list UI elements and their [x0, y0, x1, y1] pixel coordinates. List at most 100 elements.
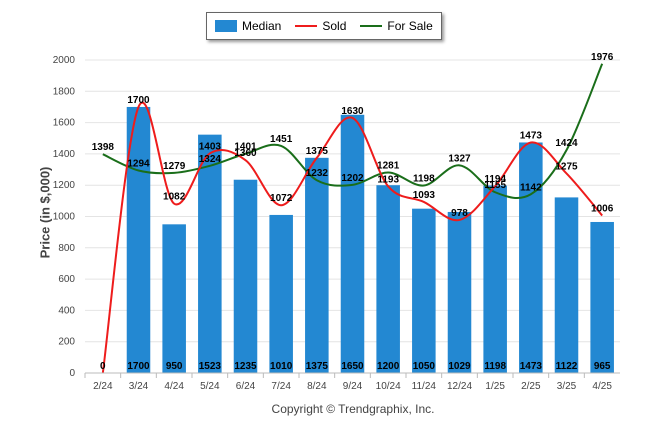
- y-tick-label: 1200: [53, 180, 76, 191]
- label-for-sale: 1155: [484, 180, 506, 191]
- x-tick-label: 4/24: [164, 381, 184, 392]
- label-for-sale: 1327: [448, 153, 471, 164]
- label-for-sale: 1202: [341, 173, 364, 184]
- label-for-sale: 1142: [520, 182, 542, 193]
- legend-swatch-forsale: [360, 25, 383, 27]
- axis-layer: 0 200 400 600 800 1000 1200 1400 1600 1800 2000 2/2…: [53, 55, 620, 392]
- label-sold: 1193: [377, 174, 399, 185]
- label-sold: 1630: [341, 106, 364, 117]
- bar-median: [519, 142, 543, 373]
- bar-median: [447, 211, 472, 373]
- label-median: 1650: [341, 361, 364, 372]
- legend: Median Sold For Sale: [206, 12, 442, 40]
- label-sold: 1072: [270, 193, 293, 204]
- label-median: 1375: [306, 361, 329, 372]
- line-layer: [101, 63, 604, 374]
- bar-median: [554, 197, 579, 373]
- bar-median: [233, 179, 258, 373]
- y-tick-label: 1400: [53, 149, 76, 160]
- x-tick-label: 7/24: [271, 381, 291, 392]
- label-for-sale: 1279: [163, 161, 186, 172]
- label-layer: 0 1700 950 1523 1235 1010 1375 1650 1200 1050 1029…: [92, 52, 614, 372]
- x-tick-label: 4/25: [592, 381, 612, 392]
- bar-median: [340, 114, 365, 374]
- label-for-sale: 1398: [92, 142, 115, 153]
- label-sold: 1275: [555, 161, 578, 172]
- y-axis-title: Price (in $,000): [37, 166, 53, 259]
- x-tick-label: 5/24: [200, 381, 220, 392]
- label-sold: 978: [451, 208, 468, 219]
- label-median: 1122: [556, 361, 578, 372]
- y-tick-label: 800: [58, 243, 75, 254]
- bar-median: [269, 214, 293, 373]
- x-tick-label: 2/24: [93, 381, 113, 392]
- legend-label-sold: Sold: [322, 19, 347, 33]
- label-for-sale: 1294: [127, 158, 150, 169]
- label-sold: 1700: [127, 95, 150, 106]
- label-sold: 1375: [306, 146, 329, 157]
- bar-layer: [126, 106, 614, 374]
- bar-median: [126, 106, 151, 373]
- bar-median: [483, 185, 507, 373]
- y-tick-label: 200: [58, 337, 75, 348]
- legend-swatch-median: [215, 20, 237, 32]
- label-for-sale: 1324: [199, 154, 222, 165]
- label-for-sale: 1976: [591, 52, 614, 63]
- label-for-sale: 1198: [413, 174, 435, 185]
- bar-median: [376, 185, 400, 373]
- label-median: 950: [166, 361, 183, 372]
- x-tick-label: 2/25: [521, 381, 541, 392]
- y-tick-label: 0: [69, 368, 75, 379]
- label-for-sale: 1281: [377, 161, 400, 172]
- label-sold: 1360: [234, 148, 257, 159]
- label-sold: 1006: [591, 204, 614, 215]
- y-tick-label: 1800: [53, 86, 76, 97]
- label-median: 965: [594, 361, 611, 372]
- y-tick-label: 1000: [53, 212, 76, 223]
- label-sold: 1194: [484, 174, 506, 185]
- label-median: 1029: [448, 361, 471, 372]
- label-for-sale: 1451: [270, 134, 293, 145]
- x-tick-label: 10/24: [376, 381, 401, 392]
- legend-label-median: Median: [242, 19, 282, 33]
- label-for-sale: 1232: [306, 168, 329, 179]
- x-tick-label: 8/24: [307, 381, 327, 392]
- y-tick-label: 400: [58, 305, 75, 316]
- x-tick-label: 9/24: [343, 381, 363, 392]
- label-for-sale: 1424: [555, 138, 578, 149]
- label-median: 1235: [234, 361, 257, 372]
- legend-item-median: Median: [215, 19, 281, 33]
- label-median: 1523: [199, 361, 222, 372]
- label-median: 1050: [413, 361, 436, 372]
- label-for-sale: 1401: [234, 142, 257, 153]
- label-median: 1010: [270, 361, 293, 372]
- bar-median: [590, 221, 614, 373]
- x-tick-label: 6/24: [236, 381, 256, 392]
- y-tick-label: 1600: [53, 118, 76, 129]
- legend-swatch-sold: [295, 25, 318, 27]
- line-sold: [101, 101, 603, 374]
- y-tick-label: 600: [58, 274, 75, 285]
- bar-median: [162, 224, 186, 373]
- x-tick-label: 11/24: [412, 381, 437, 392]
- label-median: 0: [100, 361, 106, 372]
- y-tick-label: 2000: [53, 55, 76, 66]
- line-for-sale: [102, 63, 604, 199]
- x-tick-label: 12/24: [447, 381, 472, 392]
- label-sold: 1093: [413, 190, 436, 201]
- label-median: 1473: [520, 361, 543, 372]
- label-sold: 1473: [520, 130, 543, 141]
- bar-median: [305, 157, 329, 373]
- label-sold: 1082: [163, 192, 186, 203]
- bar-median: [198, 134, 222, 373]
- x-tick-label: 3/24: [129, 381, 149, 392]
- copyright-credit: Copyright © Trendgraphix, Inc.: [271, 402, 435, 416]
- legend-label-forsale: For Sale: [387, 19, 433, 33]
- x-tick-label: 3/25: [557, 381, 577, 392]
- label-median: 1200: [377, 361, 400, 372]
- bar-median: [412, 208, 436, 373]
- legend-item-forsale: For Sale: [360, 19, 433, 33]
- label-sold: 1403: [199, 141, 222, 152]
- label-median: 1198: [484, 361, 506, 372]
